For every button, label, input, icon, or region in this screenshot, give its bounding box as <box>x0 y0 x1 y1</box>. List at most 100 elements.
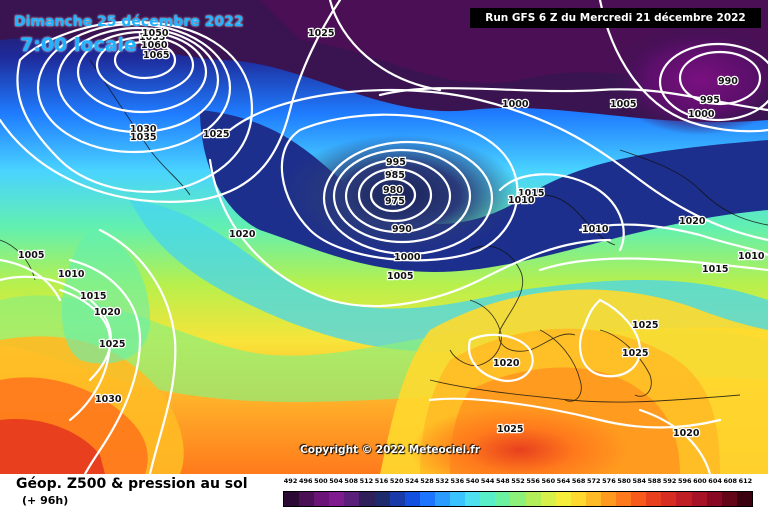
color-scale-label: 496 <box>298 477 313 485</box>
isobar-label: 975 <box>385 196 405 207</box>
legend-footer: Géop. Z500 & pression au sol (+ 96h) 492… <box>0 474 768 512</box>
color-scale-swatch <box>419 492 435 506</box>
color-scale-label: 536 <box>450 477 465 485</box>
color-scale-label: 612 <box>738 477 753 485</box>
color-scale-label: 560 <box>541 477 556 485</box>
color-scale-label: 508 <box>344 477 359 485</box>
isobar-label: 1025 <box>203 129 229 140</box>
isobar-label: 1010 <box>582 224 609 235</box>
color-scale-label: 492 <box>283 477 298 485</box>
isobar-label: 1050 <box>142 28 169 39</box>
isobar-label: 1035 <box>130 132 156 143</box>
isobar-label: 1010 <box>738 251 765 262</box>
run-info: Run GFS 6 Z du Mercredi 21 décembre 2022 <box>470 8 761 28</box>
weather-map: 1065 1060 1055 1050 1030 1035 1025 1025 … <box>0 0 768 474</box>
color-scale-swatch <box>510 492 526 506</box>
color-scale-swatch <box>600 492 617 506</box>
isobar-label: 1015 <box>518 188 544 199</box>
color-scale-swatch <box>631 492 647 506</box>
color-scale-swatch <box>374 492 390 506</box>
color-scale-label: 596 <box>677 477 692 485</box>
color-scale-swatch <box>706 492 722 506</box>
isobar-label: 1025 <box>632 320 658 331</box>
isobar-label: 1015 <box>80 291 106 302</box>
isobar-label: 1030 <box>95 394 122 405</box>
color-scale-label: 608 <box>723 477 738 485</box>
isobar-label: 1025 <box>497 424 523 435</box>
legend-title: Géop. Z500 & pression au sol <box>16 476 248 492</box>
isobar-label: 1030 <box>130 124 157 135</box>
isobar-label: 990 <box>718 76 738 87</box>
isobar-label: 1005 <box>18 250 44 261</box>
color-scale-swatch <box>585 492 601 506</box>
color-scale-swatch <box>359 492 375 506</box>
isobar-label: 1020 <box>679 216 706 227</box>
color-scale-swatch <box>299 492 315 506</box>
isobar-label: 1010 <box>58 269 85 280</box>
color-scale-swatch <box>389 492 405 506</box>
color-scale-label: 584 <box>632 477 647 485</box>
forecast-time: 7:00 locale <box>20 34 137 56</box>
isobar-label: 1000 <box>502 99 529 110</box>
color-scale-label: 552 <box>511 477 525 485</box>
color-scale-swatch <box>540 492 556 506</box>
isobar-label: 1000 <box>688 109 715 120</box>
color-scale-label: 548 <box>496 477 510 485</box>
color-scale-swatch <box>344 492 360 506</box>
color-scale-label: 576 <box>602 477 616 485</box>
color-scale-label: 532 <box>435 477 449 485</box>
color-scale-swatch <box>434 492 451 506</box>
color-scale-swatch <box>284 492 300 506</box>
color-scale-swatch <box>616 492 632 506</box>
isobar-label: 1005 <box>387 271 413 282</box>
color-scale-swatch <box>721 492 737 506</box>
color-scale-label: 564 <box>556 477 571 485</box>
isobar-label: 1025 <box>622 348 648 359</box>
color-scale-bar <box>283 491 753 507</box>
isobar-label: 1020 <box>493 358 520 369</box>
isobar-label: 1025 <box>308 28 334 39</box>
color-scale-label: 592 <box>662 477 677 485</box>
isobar-label: 1010 <box>508 195 535 206</box>
color-scale-swatch <box>495 492 511 506</box>
legend-subtitle: (+ 96h) <box>22 494 69 507</box>
isobar-label: 980 <box>383 185 403 196</box>
color-scale-label: 604 <box>708 477 722 485</box>
isobar-label: 995 <box>700 95 720 106</box>
isobar-label: 1025 <box>99 339 125 350</box>
copyright: Copyright © 2022 Meteociel.fr <box>300 444 480 456</box>
color-scale-swatch <box>570 492 586 506</box>
color-scale-label: 504 <box>329 477 343 485</box>
color-scale-labels: 492 496 500 504 508 512 516 520 524 528 532 536 540 5… <box>283 477 753 489</box>
color-scale-swatch <box>555 492 571 506</box>
color-scale-label: 572 <box>587 477 601 485</box>
color-scale-swatch <box>314 492 330 506</box>
isobar-label: 1020 <box>94 307 121 318</box>
color-scale-swatch <box>450 492 466 506</box>
color-scale-swatch <box>676 492 692 506</box>
color-scale-label: 512 <box>359 477 374 485</box>
color-scale-label: 580 <box>617 477 631 485</box>
isobar-label: 1060 <box>141 40 168 51</box>
color-scale-label: 500 <box>314 477 328 485</box>
isobar-label: 990 <box>392 224 412 235</box>
isobar-label: 1020 <box>673 428 700 439</box>
color-scale-label: 540 <box>465 477 480 485</box>
isobar-label: 1005 <box>610 99 636 110</box>
color-scale-swatch <box>691 492 707 506</box>
isobar-label: 1055 <box>139 32 165 43</box>
isobars <box>0 0 768 474</box>
color-scale-swatch <box>646 492 662 506</box>
color-scale-label: 588 <box>647 477 662 485</box>
color-scale: 492 496 500 504 508 512 516 520 524 528 532 536 540 5… <box>283 477 753 509</box>
color-scale-swatch <box>525 492 541 506</box>
color-scale-swatch <box>404 492 420 506</box>
isobar-labels: 1065 1060 1055 1050 1030 1035 1025 1025 … <box>17 27 766 441</box>
color-scale-label: 524 <box>405 477 419 485</box>
color-scale-label: 600 <box>693 477 707 485</box>
color-scale-swatch <box>465 492 481 506</box>
color-scale-label: 516 <box>374 477 389 485</box>
color-scale-label: 544 <box>480 477 495 485</box>
isobar-label: 985 <box>385 170 405 181</box>
isobar-label: 1020 <box>229 229 256 240</box>
